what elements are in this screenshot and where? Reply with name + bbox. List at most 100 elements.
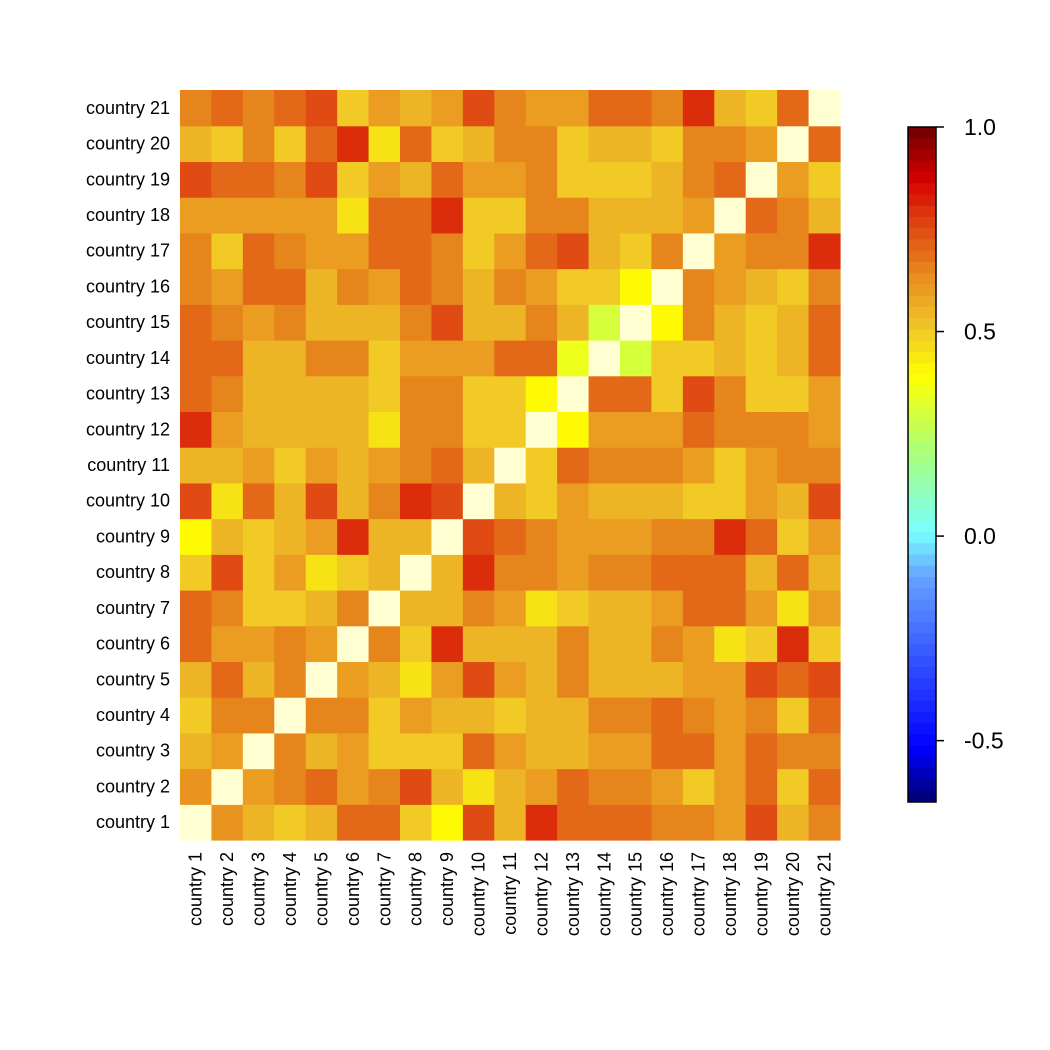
heatmap-cell [180,90,213,127]
heatmap-cell [431,661,464,698]
heatmap-cell [274,697,307,734]
heatmap-cell [274,554,307,591]
heatmap-cell [682,590,715,627]
heatmap-cell [462,554,495,591]
heatmap-cell [588,590,621,627]
heatmap-cell [557,554,590,591]
heatmap-cell [211,447,244,484]
x-tick-label: country 13 [563,852,583,936]
heatmap-cell [525,732,558,770]
heatmap-cell [682,661,715,698]
heatmap-cell [337,804,370,841]
heatmap-cell [808,375,841,413]
heatmap-cell [337,90,370,127]
heatmap-cell [431,125,464,163]
heatmap-cell [431,590,464,627]
heatmap-cell [745,482,778,520]
heatmap-cell [368,268,401,305]
heatmap-cell [651,768,684,805]
heatmap-cell [714,625,747,663]
heatmap-cell [400,554,433,591]
heatmap-cell [180,340,213,377]
heatmap-cell [242,268,275,305]
heatmap-cell [745,90,778,127]
heatmap-cell [368,768,401,805]
heatmap-cell [400,411,433,448]
heatmap-cell [525,232,558,270]
heatmap-cell [274,518,307,555]
heatmap-cell [651,518,684,555]
heatmap-cell [368,340,401,377]
heatmap-cell [337,304,370,341]
heatmap-cell [682,304,715,341]
heatmap-cell [525,482,558,520]
heatmap-cell [777,625,810,663]
heatmap-cell [808,197,841,234]
colorbar-segment [908,127,936,139]
heatmap-cell [620,304,653,341]
heatmap-cell [588,340,621,377]
heatmap-cell [274,804,307,841]
heatmap-cell [211,768,244,805]
heatmap-cell [588,304,621,341]
y-tick-label: country 6 [96,634,170,654]
heatmap-cell [620,590,653,627]
heatmap-cell [777,161,810,198]
heatmap-cell [494,447,527,484]
y-tick-label: country 8 [96,562,170,582]
y-tick-label: country 16 [86,276,170,296]
heatmap-cell [431,625,464,663]
heatmap-cell [305,732,338,770]
heatmap-cell [494,90,527,127]
heatmap-cell [400,304,433,341]
heatmap-cell [525,697,558,734]
heatmap-cell [714,90,747,127]
heatmap-cell [305,661,338,698]
x-tick-label: country 8 [406,852,426,926]
x-axis-tick-labels: country 1 country 2 country 3 country 4 coun… [186,852,835,936]
heatmap-cell [274,125,307,163]
heatmap-cell [242,304,275,341]
heatmap-cell [557,697,590,734]
x-tick-label: country 7 [374,852,394,926]
heatmap-cell [651,90,684,127]
heatmap-cell [431,697,464,734]
heatmap-cell [431,197,464,234]
heatmap-cell [180,161,213,198]
colorbar-tick-label: 1.0 [964,114,996,140]
heatmap-cell [494,161,527,198]
heatmap-cell [714,482,747,520]
x-tick-label: country 19 [751,852,771,936]
heatmap-cell [431,804,464,841]
colorbar-segment [908,340,936,353]
heatmap-cell [588,375,621,413]
heatmap-cell [337,554,370,591]
heatmap-cell [745,768,778,805]
heatmap-cell [588,661,621,698]
heatmap-cell [808,411,841,448]
heatmap-cell [588,447,621,484]
heatmap-cell [588,125,621,163]
heatmap-cell [400,268,433,305]
heatmap-cell [682,125,715,163]
heatmap-cell [745,661,778,698]
heatmap-cell [620,197,653,234]
colorbar-segment [908,284,936,297]
heatmap-cell [525,340,558,377]
heatmap-cell [242,411,275,448]
heatmap-cell [337,768,370,805]
colorbar-segment [908,217,936,229]
heatmap-cell [620,625,653,663]
heatmap-cell [682,232,715,270]
heatmap-cell [620,447,653,484]
heatmap-cell [808,482,841,520]
heatmap-cell [588,554,621,591]
heatmap-cell [431,161,464,198]
heatmap-cell [305,482,338,520]
colorbar-segment [908,194,936,207]
heatmap-cell [400,447,433,484]
y-tick-label: country 9 [96,526,170,546]
heatmap-cell [305,161,338,198]
colorbar-segment [908,723,936,735]
heatmap-cell [242,447,275,484]
